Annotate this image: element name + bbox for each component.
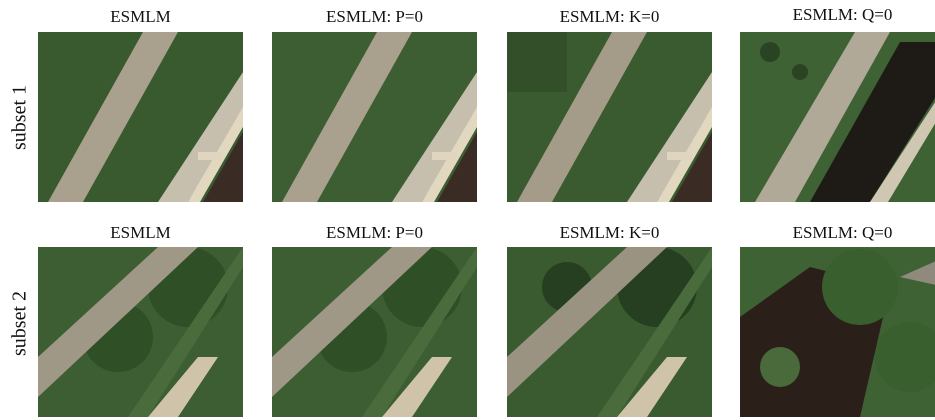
panel-title-r1c2: ESMLM: P=0	[326, 7, 423, 26]
panel-title-r2c3: ESMLM: K=0	[559, 223, 660, 242]
panel-title-r2c2: ESMLM: P=0	[326, 223, 423, 242]
panel-title-r2c4: ESMLM: Q=0	[792, 223, 893, 242]
aerial-image-r1c3	[507, 32, 712, 202]
aerial-image-r2c4	[740, 247, 935, 417]
aerial-image-r2c1	[38, 247, 243, 417]
image-panel-r2c3	[507, 247, 712, 417]
image-panel-r2c4	[740, 247, 935, 417]
image-panel-r1c1	[38, 32, 243, 202]
aerial-image-r1c1	[38, 32, 243, 202]
panel-title-r1c4: ESMLM: Q=0	[792, 5, 893, 24]
image-panel-r1c2	[272, 32, 477, 202]
aerial-image-r1c4	[740, 32, 935, 202]
image-panel-r2c1	[38, 247, 243, 417]
panel-title-r1c3: ESMLM: K=0	[559, 7, 660, 26]
panel-title-r1c1: ESMLM	[110, 7, 171, 26]
row-label-subset-1: subset 1	[8, 85, 31, 150]
row-label-subset-2: subset 2	[8, 291, 31, 356]
image-panel-r1c4	[740, 32, 935, 202]
aerial-image-r2c3	[507, 247, 712, 417]
aerial-image-r1c2	[272, 32, 477, 202]
panel-title-r2c1: ESMLM	[110, 223, 171, 242]
aerial-image-r2c2	[272, 247, 477, 417]
image-panel-r1c3	[507, 32, 712, 202]
image-panel-r2c2	[272, 247, 477, 417]
